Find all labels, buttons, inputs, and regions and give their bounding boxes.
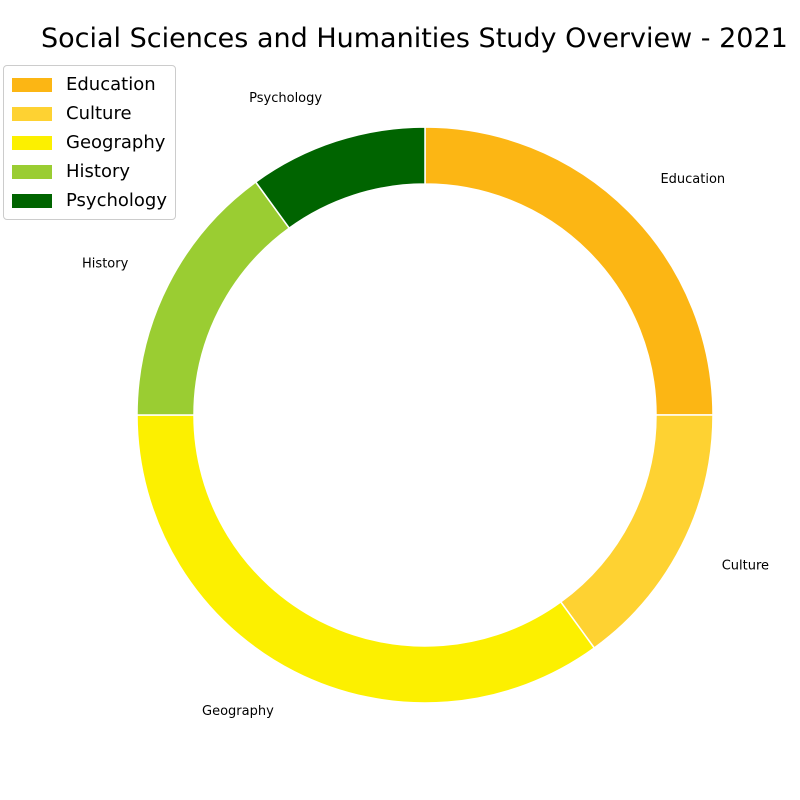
- legend-item-geography: Geography: [12, 128, 167, 157]
- slice-label-psychology: Psychology: [249, 91, 322, 106]
- slice-geography: [136, 414, 596, 704]
- legend-item-culture: Culture: [12, 99, 167, 128]
- slice-label-history: History: [82, 256, 129, 271]
- legend-label: Education: [66, 74, 156, 95]
- legend-swatch: [12, 106, 52, 121]
- slice-education: [424, 126, 714, 416]
- legend-swatch: [12, 164, 52, 179]
- legend-item-psychology: Psychology: [12, 186, 167, 215]
- legend-item-history: History: [12, 157, 167, 186]
- legend-label: History: [66, 161, 131, 182]
- slice-label-geography: Geography: [202, 704, 274, 719]
- legend-item-education: Education: [12, 70, 167, 99]
- slice-culture: [559, 414, 714, 650]
- legend: Education Culture Geography History Psycholo…: [3, 65, 176, 220]
- slice-label-education: Education: [660, 172, 725, 187]
- legend-swatch: [12, 135, 52, 150]
- legend-label: Geography: [66, 132, 166, 153]
- legend-swatch: [12, 77, 52, 92]
- slice-label-culture: Culture: [722, 559, 769, 574]
- legend-label: Culture: [66, 103, 132, 124]
- slice-psychology: [254, 126, 426, 230]
- chart-title: Social Sciences and Humanities Study Ove…: [41, 23, 788, 54]
- legend-swatch: [12, 193, 52, 208]
- legend-label: Psychology: [66, 190, 167, 211]
